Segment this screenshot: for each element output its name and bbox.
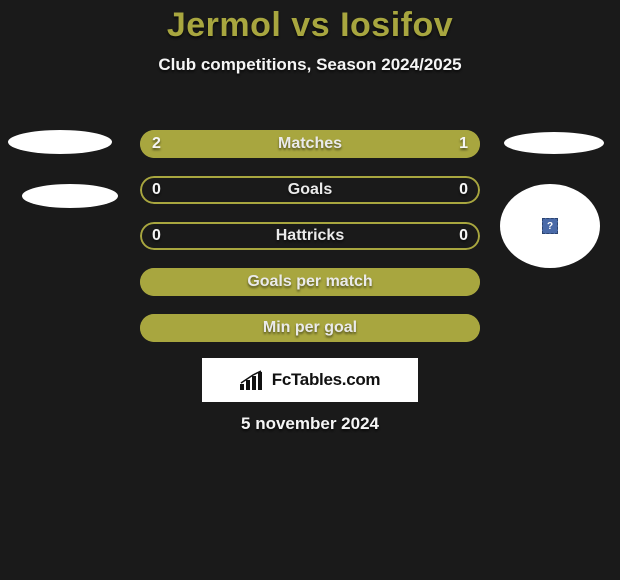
page-title: Jermol vs Iosifov: [0, 6, 620, 45]
stat-value-right: 0: [459, 176, 468, 204]
stat-label: Hattricks: [140, 222, 480, 250]
stat-value-right: 1: [459, 130, 468, 158]
left-player-ellipse-1: [8, 130, 112, 154]
stat-label: Goals per match: [140, 268, 480, 296]
stat-label: Min per goal: [140, 314, 480, 342]
brand-box: FcTables.com: [202, 358, 418, 402]
question-icon: ?: [542, 218, 558, 234]
date-label: 5 november 2024: [0, 414, 620, 434]
comparison-infographic: Jermol vs Iosifov Club competitions, Sea…: [0, 6, 620, 580]
right-player-badge: ?: [500, 184, 600, 268]
page-subtitle: Club competitions, Season 2024/2025: [0, 55, 620, 75]
stat-row-goals-per-match: Goals per match: [140, 268, 480, 296]
stat-row-goals: 0 Goals 0: [140, 176, 480, 204]
stat-value-right: 0: [459, 222, 468, 250]
stat-row-min-per-goal: Min per goal: [140, 314, 480, 342]
bars-icon: [240, 370, 266, 390]
stat-label: Goals: [140, 176, 480, 204]
stat-label: Matches: [140, 130, 480, 158]
left-player-ellipse-2: [22, 184, 118, 208]
stats-area: 2 Matches 1 0 Goals 0 0 Hattricks 0 Goal…: [140, 130, 480, 360]
right-player-ellipse: [504, 132, 604, 154]
brand-label: FcTables.com: [272, 370, 381, 390]
stat-row-hattricks: 0 Hattricks 0: [140, 222, 480, 250]
stat-row-matches: 2 Matches 1: [140, 130, 480, 158]
